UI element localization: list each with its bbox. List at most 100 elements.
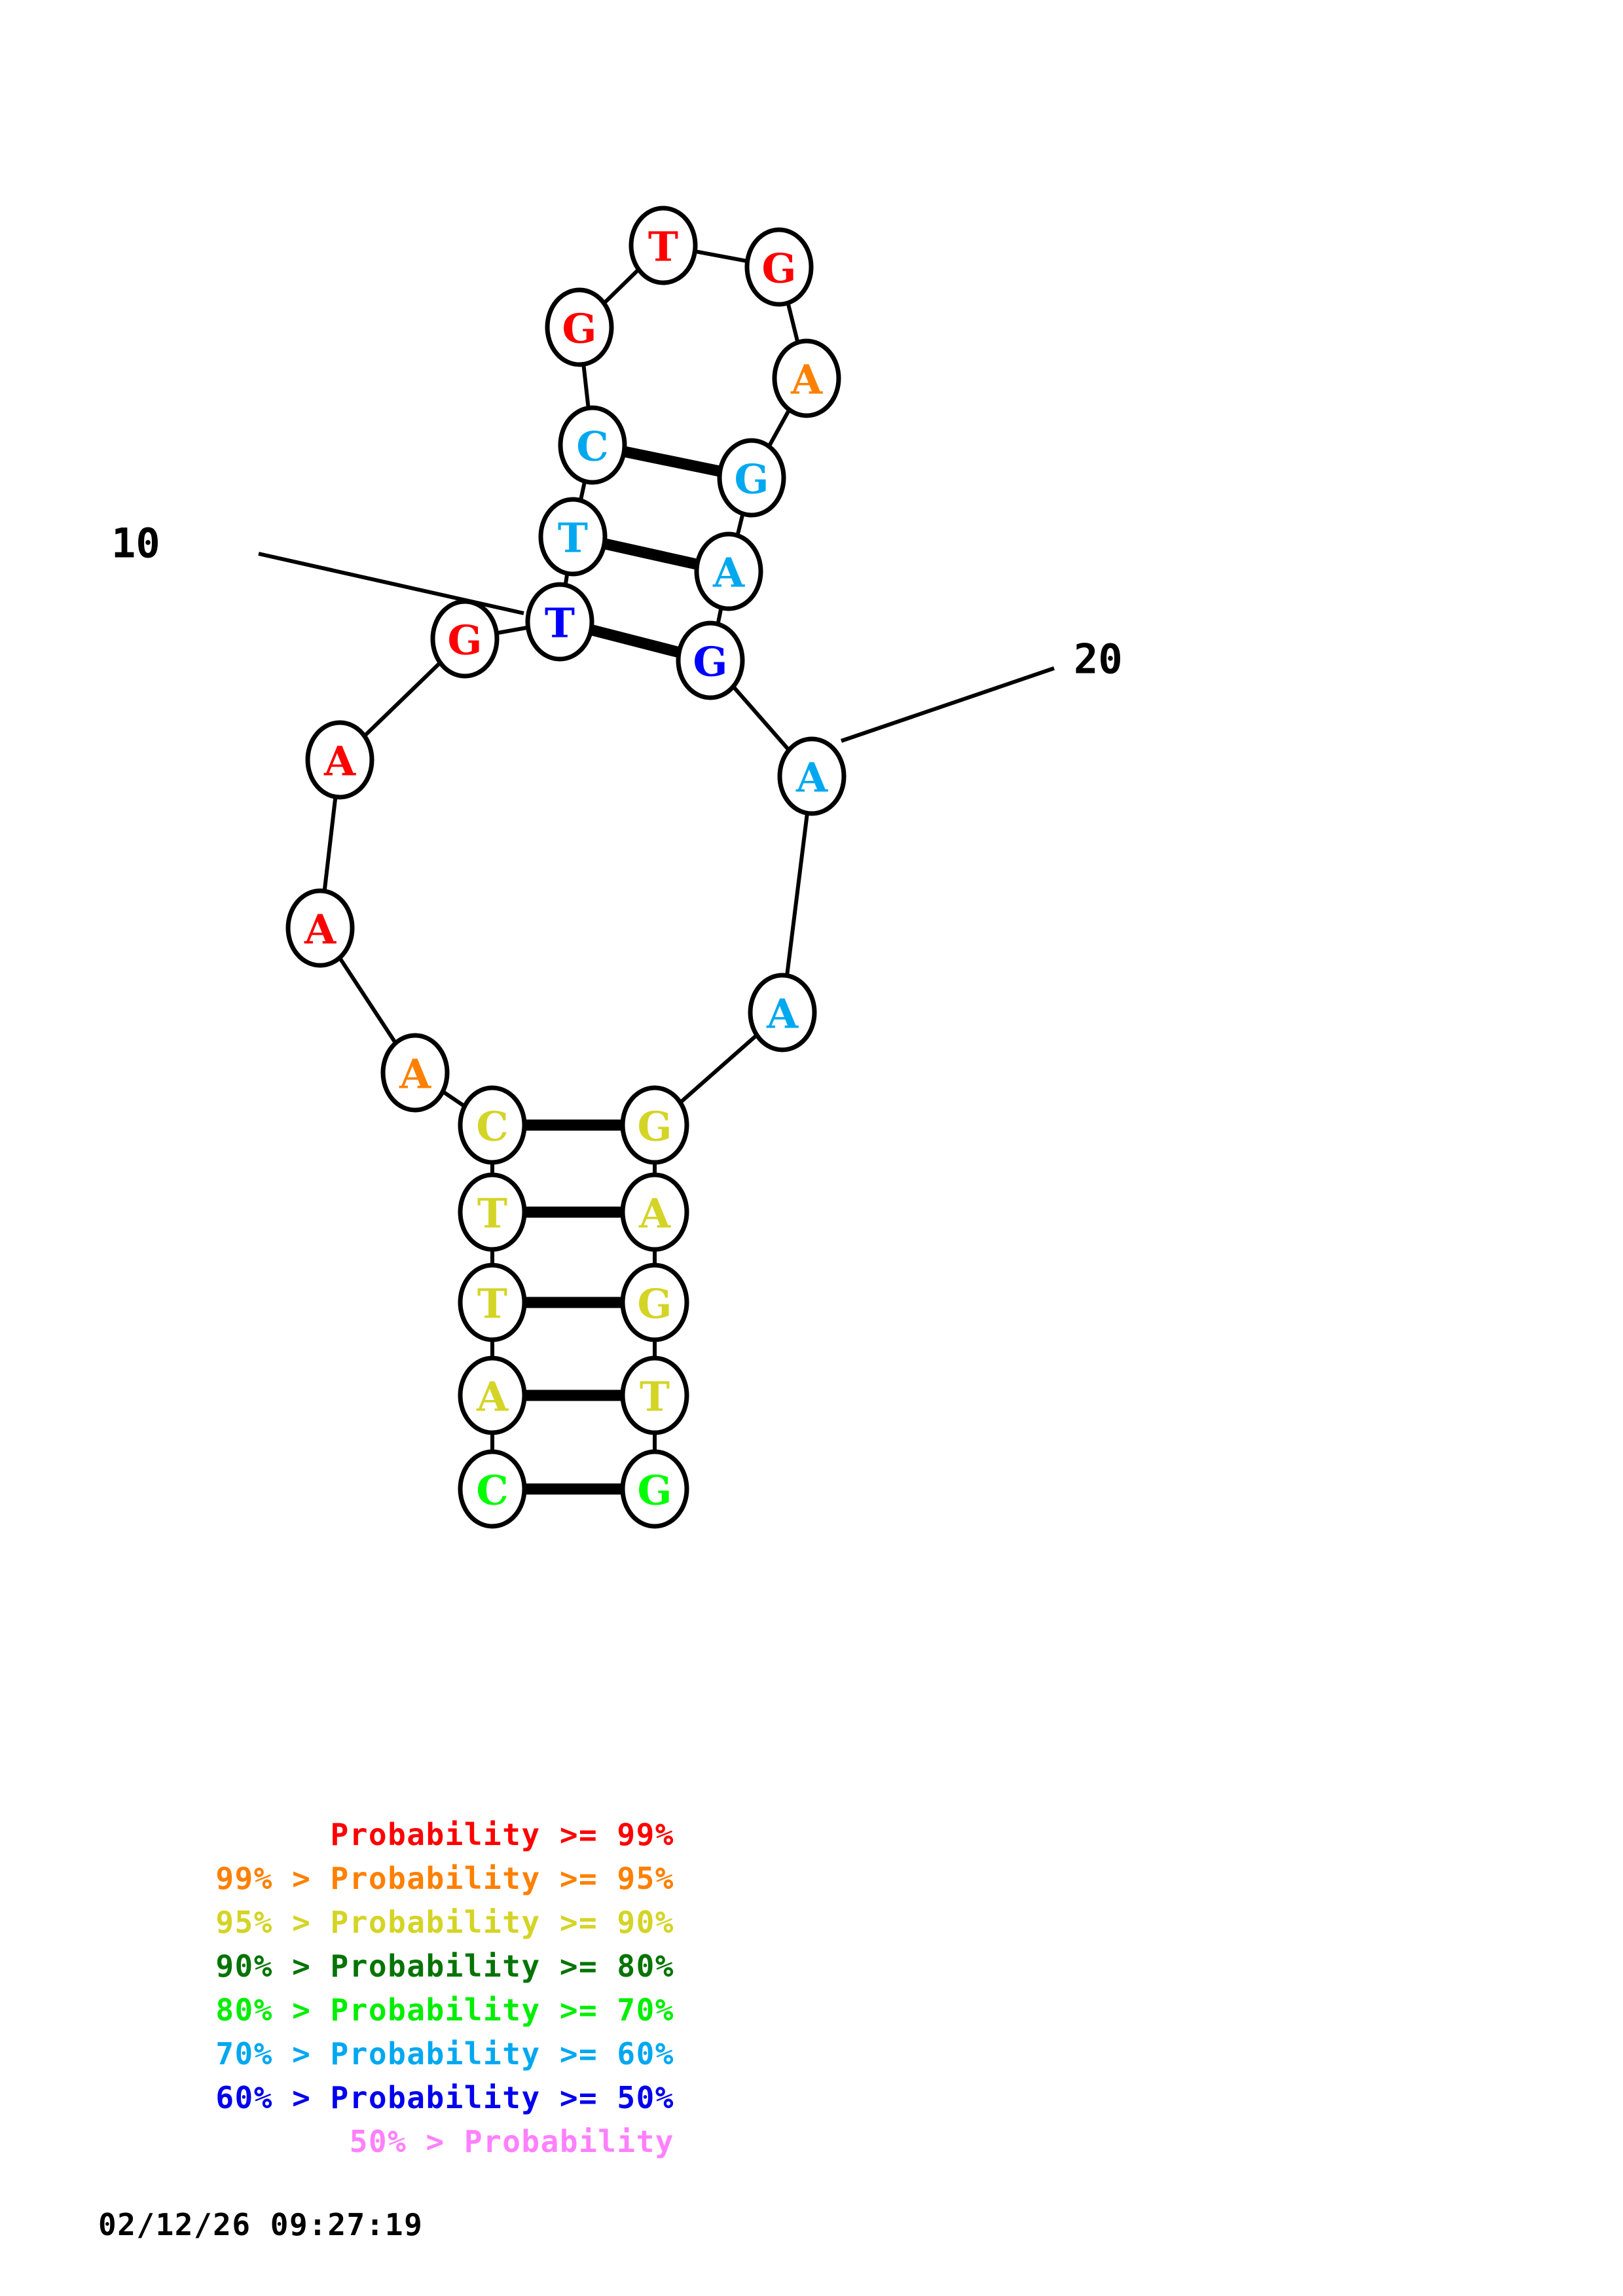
nucleotide-11[interactable]: T (538, 497, 608, 577)
nucleotide-circle (620, 1263, 689, 1342)
nucleotide-letter: A (790, 356, 823, 404)
legend-row: 70% > Probability >= 60% (215, 2036, 674, 2072)
nucleotide-7[interactable]: A (285, 888, 355, 968)
backbone-link (731, 684, 792, 753)
nucleotide-3[interactable]: T (458, 1263, 527, 1342)
nucleotide-letter: G (735, 456, 769, 503)
backbone-link (321, 793, 338, 895)
nucleotide-circle (620, 1449, 689, 1529)
nucleotide-21[interactable]: A (748, 973, 817, 1052)
nucleotide-letter: A (766, 990, 799, 1038)
nucleotide-letter: C (576, 423, 608, 471)
nucleotide-12[interactable]: C (558, 405, 627, 485)
nucleotide-19[interactable]: G (676, 620, 745, 700)
nucleotide-14[interactable]: T (629, 206, 698, 285)
nucleotide-26[interactable]: G (620, 1449, 689, 1529)
nucleotide-letter: A (323, 738, 356, 785)
nucleotide-letter: G (693, 638, 728, 686)
nucleotide-letter: A (304, 906, 337, 954)
nucleotide-letter: T (648, 223, 678, 271)
position-label: 20 (1074, 636, 1123, 683)
nucleotide-circle (620, 1172, 689, 1252)
backbone-link (678, 1033, 759, 1105)
legend-row: 60% > Probability >= 50% (215, 2080, 674, 2115)
probability-legend: Probability >= 99% 99% > Probability >= 9… (98, 1813, 818, 2164)
legend-row: 95% > Probability >= 90% (215, 1905, 674, 1940)
nucleotide-circle (620, 1355, 689, 1435)
nucleotide-letter: C (476, 1103, 508, 1151)
backbone-link (581, 360, 591, 412)
nucleotide-17[interactable]: G (717, 438, 786, 518)
legend-row: Probability >= 99% (330, 1817, 674, 1852)
nucleotide-letter: G (638, 1103, 672, 1151)
nucleotide-8[interactable]: A (305, 720, 374, 800)
nucleotide-circle (538, 497, 608, 577)
nucleotide-circle (458, 1172, 527, 1252)
nucleotide-10[interactable]: T (525, 582, 594, 662)
nucleotide-circle (772, 338, 841, 418)
base-pair-bond (603, 538, 699, 570)
nucleotide-letter: G (638, 1280, 672, 1328)
nucleotide-circle (694, 531, 763, 611)
backbone-link (362, 660, 443, 738)
nucleotide-5[interactable]: C (458, 1085, 527, 1165)
backbone-link (695, 249, 747, 263)
nucleotide-circle (777, 736, 847, 816)
nucleotide-circle (458, 1263, 527, 1342)
legend-row: 90% > Probability >= 80% (215, 1948, 674, 1984)
nucleotide-circle (748, 973, 817, 1052)
nucleotide-circle (458, 1355, 527, 1435)
nucleotide-letter: G (562, 305, 597, 353)
backbone-link (785, 298, 801, 347)
position-leader-line (841, 666, 1055, 743)
nucleotide-22[interactable]: G (620, 1085, 689, 1165)
nucleotide-20[interactable]: A (777, 736, 847, 816)
backbone-link (497, 626, 528, 635)
nucleotide-1[interactable]: C (458, 1449, 527, 1529)
nucleotide-16[interactable]: A (772, 338, 841, 418)
position-label-layer: 10 20 (111, 520, 1123, 743)
legend-row: 80% > Probability >= 70% (215, 1992, 674, 2028)
nucleotide-letter: T (558, 514, 588, 562)
backbone-link (337, 954, 399, 1047)
nucleotide-circle (676, 620, 745, 700)
backbone-link (766, 406, 792, 450)
backbone-link (441, 1090, 466, 1108)
nucleotide-letter: T (640, 1373, 670, 1421)
nucleotide-letter: G (762, 245, 797, 293)
nucleotide-24[interactable]: G (620, 1263, 689, 1342)
nucleotide-18[interactable]: A (694, 531, 763, 611)
nucleotide-circle (458, 1449, 527, 1529)
backbone-link (602, 267, 641, 306)
position-leader-line (258, 552, 524, 615)
nucleotide-15[interactable]: G (744, 227, 814, 307)
nucleotide-letter: G (448, 617, 483, 664)
nucleotide-letter: C (476, 1467, 508, 1515)
nucleotide-25[interactable]: T (620, 1355, 689, 1435)
nucleotide-circle (629, 206, 698, 285)
nucleotide-circle (458, 1085, 527, 1165)
base-pair-bond (590, 624, 680, 658)
nucleotide-4[interactable]: T (458, 1172, 527, 1252)
nucleotide-9[interactable]: G (430, 599, 500, 679)
nucleotide-circle (305, 720, 374, 800)
nucleotide-letter: A (399, 1050, 431, 1098)
nucleotide-circle (285, 888, 355, 968)
nucleotide-letter: A (638, 1190, 671, 1238)
legend-row: 50% > Probability (349, 2124, 674, 2159)
nucleotide-letter: T (545, 600, 575, 647)
nucleotide-circle (558, 405, 627, 485)
nucleotide-6[interactable]: A (380, 1033, 450, 1113)
legend-row: 99% > Probability >= 95% (215, 1861, 674, 1896)
timestamp-label: 02/12/26 09:27:19 (98, 2207, 424, 2242)
nucleotide-23[interactable]: A (620, 1172, 689, 1252)
nucleotide-letter: G (638, 1467, 672, 1515)
nucleotide-2[interactable]: A (458, 1355, 527, 1435)
nucleotide-circle (380, 1033, 450, 1113)
nucleotide-letter: A (476, 1373, 509, 1421)
position-label: 10 (111, 520, 160, 567)
backbone-link (784, 809, 810, 980)
nucleotide-13[interactable]: G (545, 287, 614, 367)
